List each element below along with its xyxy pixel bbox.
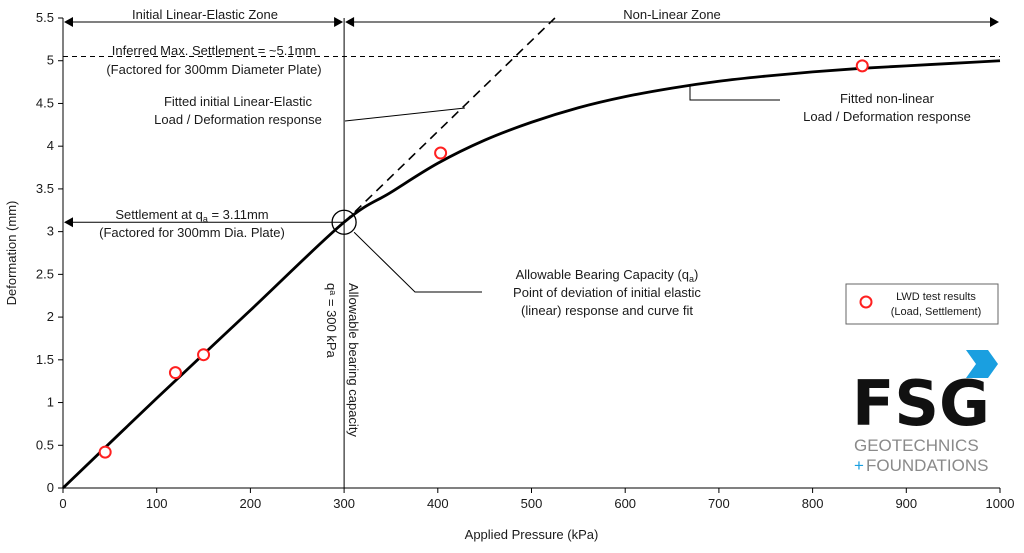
- abc-label-2: Point of deviation of initial elastic: [513, 285, 701, 300]
- logo-line2: FOUNDATIONS: [866, 456, 988, 475]
- x-tick-label: 900: [895, 496, 917, 511]
- annotations-layer: Initial Linear-Elastic Zone Non-Linear Z…: [99, 7, 999, 475]
- y-tick-label: 5.5: [36, 10, 54, 25]
- logo-plus: +: [854, 456, 864, 475]
- settlement-qa-arrowhead: [64, 217, 73, 228]
- fitted-linear-label-2: Load / Deformation response: [154, 112, 322, 127]
- settlement-qa-label-1: Settlement at qa = 3.11mm: [115, 207, 268, 224]
- x-tick-label: 400: [427, 496, 449, 511]
- x-tick-label: 500: [521, 496, 543, 511]
- y-axis-title: Deformation (mm): [4, 201, 19, 306]
- data-point: [168, 366, 182, 380]
- y-tick-label: 0.5: [36, 437, 54, 452]
- y-tick-label: 1: [47, 395, 54, 410]
- y-tick-label: 4: [47, 138, 54, 153]
- zone-nonlinear-arrowhead-right: [990, 17, 999, 27]
- zone-label-initial: Initial Linear-Elastic Zone: [132, 7, 278, 22]
- deviation-point-circle: [331, 209, 357, 235]
- max-settlement-label-1: Inferred Max. Settlement = ~5.1mm: [112, 43, 316, 58]
- y-tick-label: 2: [47, 309, 54, 324]
- y-tick-label: 3: [47, 224, 54, 239]
- y-tick-label: 5: [47, 53, 54, 68]
- fitted-linear-leader: [344, 107, 466, 122]
- x-tick-label: 700: [708, 496, 730, 511]
- chart-legend: LWD test results (Load, Settlement): [845, 283, 999, 325]
- reference-lines: [63, 17, 1000, 488]
- zone-label-nonlinear: Non-Linear Zone: [623, 7, 721, 22]
- x-tick-label: 300: [333, 496, 355, 511]
- fsg-logo: FSG GEOTECHNICS + FOUNDATIONS: [852, 350, 998, 475]
- fitted-nonlinear-label-1: Fitted non-linear: [840, 91, 935, 106]
- x-tick-label: 1000: [986, 496, 1015, 511]
- data-point: [197, 348, 211, 362]
- settlement-qa-label-2: (Factored for 300mm Dia. Plate): [99, 225, 285, 240]
- logo-main: FSG: [852, 367, 990, 440]
- zone-nonlinear-arrowhead-left: [345, 17, 355, 27]
- logo-chevron-icon: [966, 350, 998, 378]
- logo-line1: GEOTECHNICS: [854, 436, 979, 455]
- x-tick-label: 200: [240, 496, 262, 511]
- legend-text-1: LWD test results: [896, 291, 976, 303]
- data-point: [855, 59, 869, 73]
- data-point: [434, 146, 448, 160]
- x-axis-title: Applied Pressure (kPa): [465, 527, 599, 542]
- linear-elastic-dashed-line: [343, 17, 556, 223]
- qa-vertical-label-2: qa = 300 kPa: [324, 283, 339, 359]
- zone-initial-arrowhead-right: [334, 17, 344, 27]
- series-layer: [62, 17, 1001, 490]
- x-tick-label: 100: [146, 496, 168, 511]
- legend-text-2: (Load, Settlement): [891, 306, 982, 318]
- x-tick-label: 0: [59, 496, 66, 511]
- legend-marker: [859, 295, 873, 309]
- zone-initial-arrowhead-left: [64, 17, 73, 27]
- x-tick-label: 800: [802, 496, 824, 511]
- y-tick-label: 0: [47, 480, 54, 495]
- legend-box: [845, 283, 999, 325]
- fitted-linear-label-1: Fitted initial Linear-Elastic: [164, 94, 313, 109]
- y-tick-label: 3.5: [36, 181, 54, 196]
- abc-label-3: (linear) response and curve fit: [521, 303, 693, 318]
- y-tick-label: 4.5: [36, 95, 54, 110]
- abc-leader: [353, 231, 482, 293]
- fitted-nonlinear-leader: [689, 85, 780, 101]
- x-tick-label: 600: [614, 496, 636, 511]
- data-point: [98, 445, 112, 459]
- max-settlement-label-2: (Factored for 300mm Diameter Plate): [106, 62, 321, 77]
- abc-label-1: Allowable Bearing Capacity (qa): [516, 267, 699, 284]
- y-tick-label: 2.5: [36, 266, 54, 281]
- y-tick-label: 1.5: [36, 352, 54, 367]
- fitted-nonlinear-label-2: Load / Deformation response: [803, 109, 971, 124]
- qa-vertical-label-1: Allowable bearing capacity: [346, 283, 361, 437]
- axes-layer: 0 100 200 300 400 500 600 700 800 900 1000 0 0.5 1 1.5…: [4, 10, 1014, 542]
